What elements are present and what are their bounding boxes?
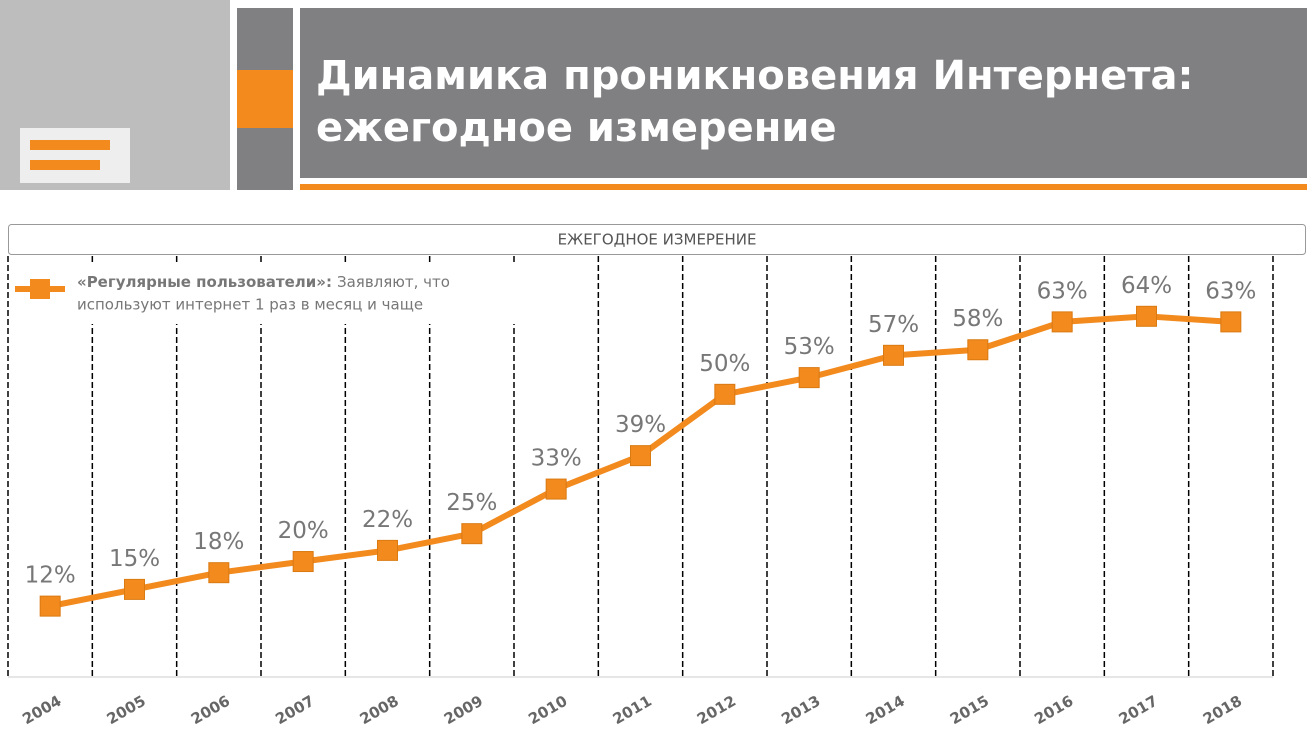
point-marker [630, 445, 651, 467]
point-marker [798, 367, 820, 389]
photo-paper-bar [30, 140, 110, 150]
data-label: 63% [1037, 278, 1088, 304]
point-marker [292, 551, 314, 573]
photo-paper-bar [30, 160, 100, 170]
x-tick-label: 2016 [1031, 692, 1076, 728]
data-label: 22% [362, 507, 413, 533]
title-panel [300, 8, 1307, 178]
data-label: 50% [699, 351, 750, 377]
data-label: 64% [1121, 273, 1172, 299]
point-marker [124, 578, 145, 600]
x-tick-label: 2017 [1116, 692, 1161, 728]
header-accent [237, 70, 293, 128]
legend-name: «Регулярные пользователи»: [77, 273, 332, 291]
x-tick-label: 2007 [272, 692, 317, 728]
point-marker [1051, 311, 1073, 333]
point-marker [1220, 311, 1242, 333]
data-label: 53% [784, 334, 835, 360]
data-label: 63% [1205, 278, 1256, 304]
x-tick-label: 2011 [610, 692, 655, 728]
point-marker [461, 523, 483, 545]
chart-subtitle: ЕЖЕГОДНОЕ ИЗМЕРЕНИЕ [558, 231, 757, 249]
legend-description: используют интернет 1 раз в месяц и чаще [77, 296, 423, 314]
data-label: 12% [25, 563, 76, 589]
data-label: 18% [193, 529, 244, 555]
x-tick-label: 2006 [188, 692, 233, 728]
x-tick-label: 2004 [19, 692, 64, 728]
point-marker [208, 562, 230, 584]
data-label: 33% [531, 446, 582, 472]
data-label: 39% [615, 412, 666, 438]
title-underline [300, 184, 1307, 190]
x-tick-label: 2010 [525, 692, 570, 728]
x-tick-label: 2018 [1200, 692, 1245, 728]
data-label: 58% [952, 306, 1003, 332]
legend-description: Заявляют, что [337, 273, 450, 291]
title-line: Динамика проникновения Интернета: [316, 53, 1193, 99]
legend-bg [10, 262, 515, 324]
point-marker [377, 539, 398, 561]
data-label: 20% [278, 518, 329, 544]
point-marker [39, 595, 61, 617]
x-tick-label: 2013 [778, 692, 823, 728]
photo-paper [20, 128, 130, 183]
x-tick-label: 2014 [863, 692, 908, 728]
data-label: 15% [109, 546, 160, 572]
title-line: ежегодное измерение [316, 105, 837, 151]
point-marker [967, 339, 989, 361]
x-tick-label: 2015 [947, 692, 992, 728]
point-marker [1136, 305, 1157, 327]
x-tick-label: 2012 [694, 692, 739, 728]
point-marker [883, 344, 904, 366]
x-tick-label: 2008 [357, 692, 402, 728]
point-marker [545, 478, 567, 500]
legend-marker [30, 279, 50, 299]
x-tick-label: 2005 [104, 692, 149, 728]
legend-text: «Регулярные пользователи»: Заявляют, что [77, 273, 450, 291]
point-marker [714, 383, 736, 405]
data-label: 25% [446, 490, 497, 516]
data-label: 57% [868, 312, 919, 338]
x-tick-label: 2009 [441, 692, 486, 728]
subtitle-box [8, 224, 1306, 255]
